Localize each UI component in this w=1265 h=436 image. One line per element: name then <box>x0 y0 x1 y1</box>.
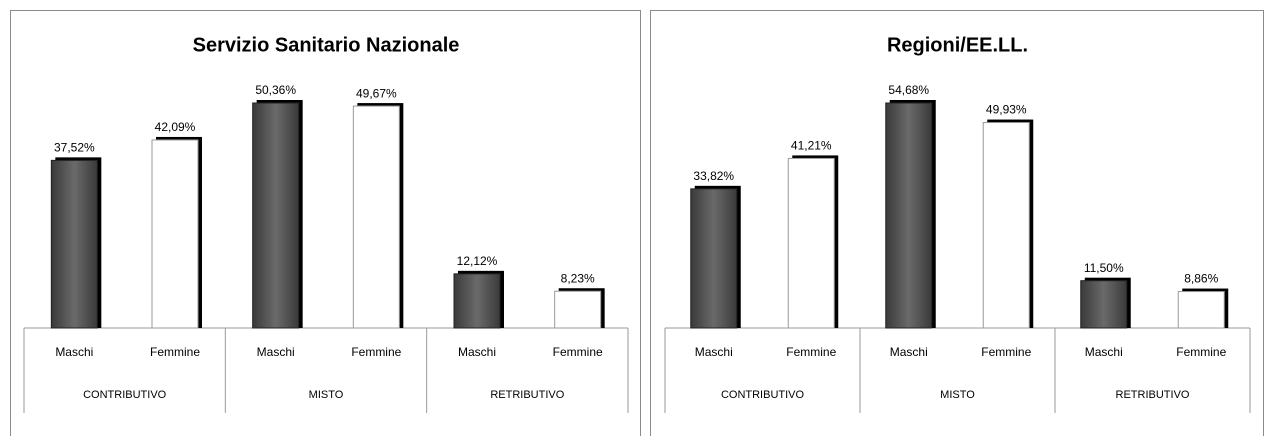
value-label: 8,86% <box>1184 272 1218 286</box>
x-tick-label: Femmine <box>351 345 401 359</box>
bar <box>151 139 199 329</box>
panel <box>10 10 641 436</box>
bar <box>352 105 400 329</box>
x-tick-label: Femmine <box>150 345 200 359</box>
panel <box>650 10 1264 436</box>
x-tick-label: Maschi <box>458 345 496 359</box>
group-label: MISTO <box>940 389 975 401</box>
value-label: 49,67% <box>356 86 397 100</box>
chart-title: Regioni/EE.LL. <box>887 34 1028 56</box>
x-tick-label: Maschi <box>55 345 93 359</box>
x-tick-label: Femmine <box>553 345 603 359</box>
bar <box>453 273 501 329</box>
x-tick-label: Maschi <box>1085 345 1123 359</box>
value-label: 54,68% <box>888 83 929 97</box>
bar <box>1177 291 1225 329</box>
group-label: RETRIBUTIVO <box>1116 389 1190 401</box>
bar <box>1080 280 1128 329</box>
bar <box>50 159 98 329</box>
value-label: 49,93% <box>986 103 1027 117</box>
bar <box>690 188 738 329</box>
x-tick-label: Maschi <box>695 345 733 359</box>
value-label: 37,52% <box>54 141 95 155</box>
bar <box>554 290 602 329</box>
value-label: 50,36% <box>255 83 296 97</box>
value-label: 41,21% <box>791 139 832 153</box>
x-tick-label: Maschi <box>257 345 295 359</box>
value-label: 12,12% <box>457 254 498 268</box>
value-label: 8,23% <box>561 271 595 285</box>
value-label: 42,09% <box>155 120 196 134</box>
value-label: 33,82% <box>693 169 734 183</box>
group-label: MISTO <box>309 389 344 401</box>
bar <box>252 102 300 329</box>
chart-title: Servizio Sanitario Nazionale <box>193 34 460 56</box>
x-tick-label: Femmine <box>981 345 1031 359</box>
value-label: 11,50% <box>1084 261 1124 275</box>
bar <box>787 157 835 329</box>
group-label: CONTRIBUTIVO <box>721 389 805 401</box>
x-tick-label: Maschi <box>890 345 928 359</box>
x-tick-label: Femmine <box>786 345 836 359</box>
bar <box>982 122 1030 329</box>
bar <box>885 102 933 329</box>
group-label: CONTRIBUTIVO <box>83 389 167 401</box>
group-label: RETRIBUTIVO <box>490 389 564 401</box>
x-tick-label: Femmine <box>1176 345 1226 359</box>
